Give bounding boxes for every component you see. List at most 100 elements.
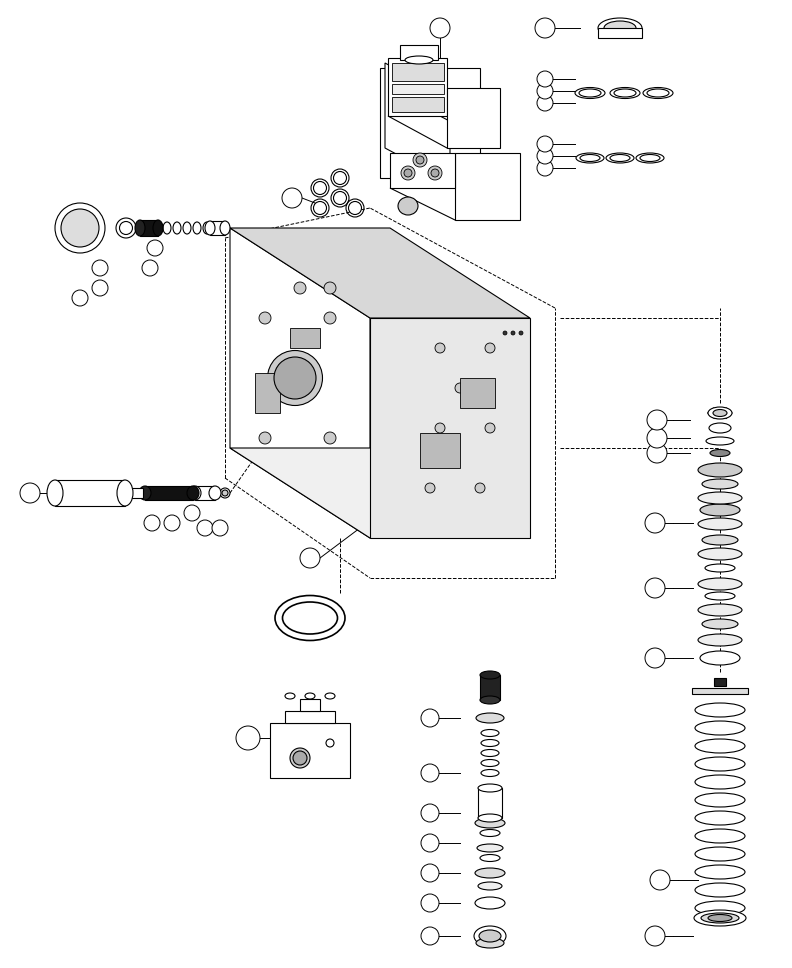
Bar [55,480,125,506]
Ellipse shape [713,409,727,416]
Ellipse shape [117,480,133,506]
Ellipse shape [706,437,734,445]
Ellipse shape [698,492,742,504]
Ellipse shape [476,938,504,948]
Ellipse shape [333,192,347,204]
Circle shape [142,260,158,276]
Ellipse shape [478,784,502,792]
Circle shape [144,515,160,531]
Ellipse shape [511,331,515,335]
Ellipse shape [476,713,504,723]
Ellipse shape [480,671,500,679]
Ellipse shape [274,357,316,399]
Bar [195,486,215,500]
Bar [125,488,143,498]
Circle shape [20,483,40,503]
Polygon shape [230,228,370,538]
Ellipse shape [189,486,201,500]
Ellipse shape [698,604,742,616]
Ellipse shape [455,383,465,393]
Bar [392,84,444,94]
Ellipse shape [283,602,337,634]
Ellipse shape [579,89,601,97]
Ellipse shape [480,696,500,704]
Circle shape [537,83,553,99]
Ellipse shape [700,651,740,665]
Circle shape [236,726,260,750]
Ellipse shape [610,155,630,162]
Bar [140,220,158,236]
Circle shape [164,515,180,531]
Circle shape [421,834,439,852]
Bar [478,788,502,818]
Polygon shape [388,58,447,116]
Circle shape [421,894,439,912]
Bar [392,63,444,81]
Ellipse shape [324,312,336,324]
Ellipse shape [610,87,640,99]
Ellipse shape [575,87,605,99]
Circle shape [92,260,108,276]
Ellipse shape [259,312,271,324]
Polygon shape [230,448,530,538]
Ellipse shape [435,423,445,433]
Ellipse shape [485,343,495,353]
Polygon shape [370,318,530,538]
Ellipse shape [698,463,742,477]
Ellipse shape [222,490,228,496]
Ellipse shape [428,166,442,180]
Ellipse shape [705,564,735,572]
Circle shape [647,410,667,430]
Ellipse shape [604,21,636,35]
Polygon shape [388,116,500,148]
Ellipse shape [475,818,505,828]
Bar [480,675,500,700]
Bar [145,486,193,500]
Circle shape [300,548,320,568]
Ellipse shape [519,331,523,335]
Circle shape [645,578,665,598]
Circle shape [645,926,665,946]
Ellipse shape [205,221,215,235]
Ellipse shape [305,693,315,699]
Bar [210,221,225,235]
Ellipse shape [702,479,738,489]
Bar [380,68,480,178]
Ellipse shape [698,548,742,560]
Ellipse shape [187,486,199,500]
Ellipse shape [705,592,735,600]
Ellipse shape [478,814,502,822]
Ellipse shape [293,751,307,765]
Ellipse shape [700,504,740,516]
Ellipse shape [475,868,505,878]
Ellipse shape [314,182,326,195]
Ellipse shape [647,89,669,97]
Circle shape [537,148,553,164]
Ellipse shape [139,486,151,500]
Ellipse shape [640,155,660,162]
Circle shape [650,870,670,890]
Ellipse shape [503,331,507,335]
Ellipse shape [435,343,445,353]
Circle shape [430,18,450,38]
Ellipse shape [698,634,742,646]
Bar [598,28,642,38]
Polygon shape [447,88,500,148]
Ellipse shape [598,18,642,38]
Circle shape [647,428,667,448]
Polygon shape [390,188,520,220]
Ellipse shape [606,153,634,163]
Circle shape [535,18,555,38]
Ellipse shape [710,449,730,457]
Circle shape [92,280,108,296]
Bar [300,699,320,711]
Ellipse shape [576,153,604,163]
Ellipse shape [479,930,501,942]
Circle shape [197,520,213,536]
Ellipse shape [120,222,132,234]
Circle shape [537,160,553,176]
Ellipse shape [413,153,427,167]
Ellipse shape [708,407,732,419]
Circle shape [421,804,439,822]
Ellipse shape [425,483,435,493]
